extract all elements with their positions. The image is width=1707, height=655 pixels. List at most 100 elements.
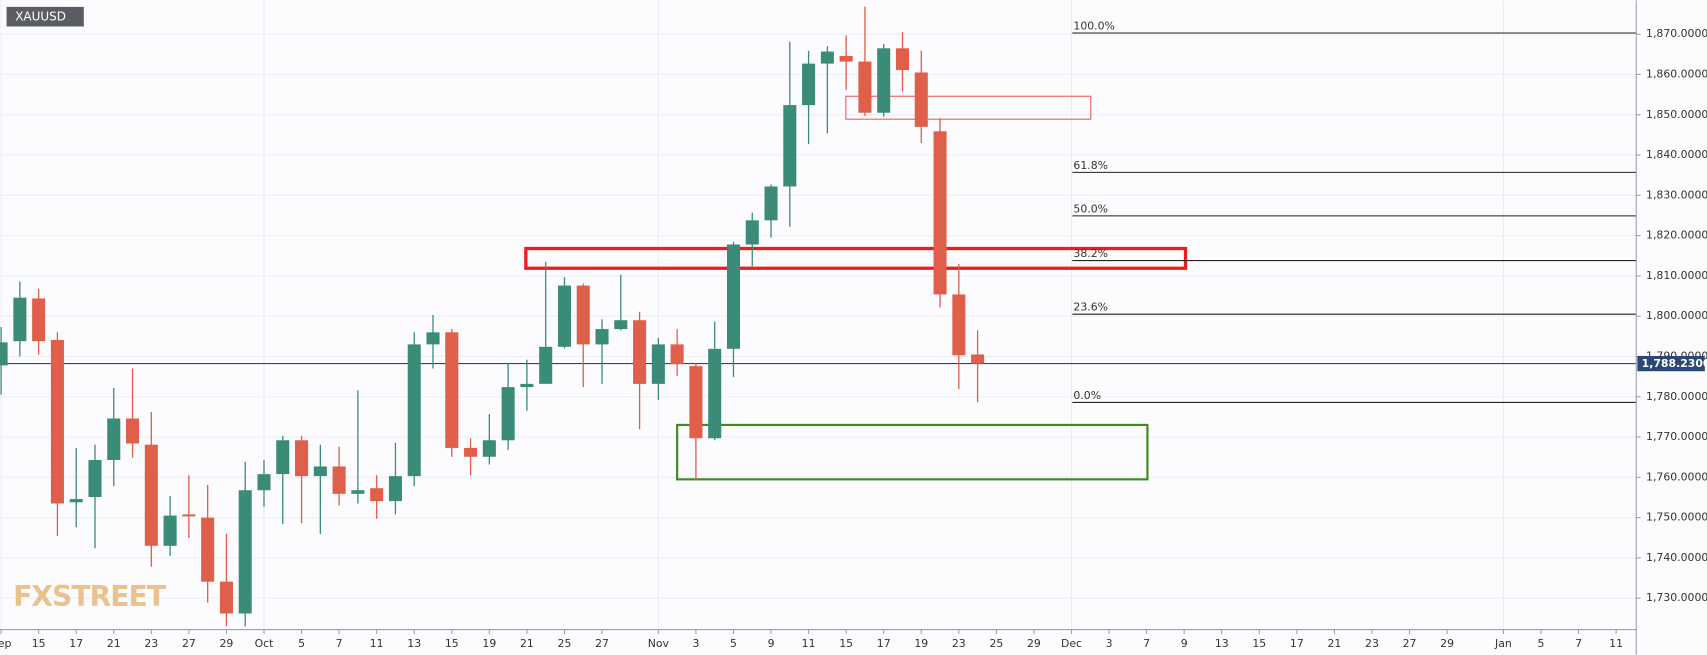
- candle-body: [144, 444, 158, 546]
- candle-body: [708, 348, 722, 439]
- candle-body: [482, 440, 496, 457]
- candle-body: [576, 285, 590, 345]
- x-tick-label: 15: [32, 637, 46, 650]
- current-price-badge: [1637, 355, 1705, 372]
- y-tick-label: 1,750.0000: [1646, 511, 1707, 524]
- candle-body: [802, 63, 816, 106]
- candle-body: [32, 298, 46, 342]
- candle-body: [501, 387, 515, 441]
- candle-body: [13, 297, 27, 342]
- candle-body: [464, 447, 478, 457]
- symbol-label: XAUUSD: [15, 10, 66, 24]
- x-tick-label: 5: [298, 637, 305, 650]
- y-tick-label: 1,820.0000: [1646, 229, 1707, 242]
- x-tick-label: 19: [914, 637, 928, 650]
- x-tick-label: 25: [558, 637, 572, 650]
- y-tick-label: 1,840.0000: [1646, 148, 1707, 161]
- watermark: FXSTREET: [13, 580, 167, 613]
- candle-body: [764, 186, 778, 221]
- x-tick-label: 21: [520, 637, 534, 650]
- x-tick-label: 21: [1327, 637, 1341, 650]
- x-tick-label: Dec: [1061, 637, 1082, 650]
- x-tick-label: 27: [595, 637, 609, 650]
- candle-body: [726, 244, 741, 349]
- y-tick-label: 1,850.0000: [1646, 108, 1707, 121]
- candle-body: [219, 581, 233, 614]
- x-tick-label: 21: [107, 637, 121, 650]
- y-tick-label: 1,760.0000: [1646, 470, 1707, 483]
- candle-body: [407, 344, 421, 477]
- y-tick-label: 1,800.0000: [1646, 309, 1707, 322]
- candle-body: [126, 418, 140, 444]
- x-tick-label: 11: [802, 637, 816, 650]
- candle-body: [783, 105, 797, 187]
- y-tick-label: 1,810.0000: [1646, 269, 1707, 282]
- candle-body: [370, 488, 384, 502]
- x-tick-label: 5: [730, 637, 737, 650]
- x-tick-label: Oct: [255, 637, 274, 650]
- candle-body: [858, 61, 872, 113]
- x-tick-label: Sep: [0, 637, 11, 650]
- candle-body: [651, 344, 665, 384]
- candle-body: [388, 476, 402, 502]
- candle-body: [257, 474, 271, 491]
- candle-body: [332, 466, 346, 494]
- candle-body: [689, 366, 703, 439]
- x-tick-label: 23: [952, 637, 966, 650]
- candle-body: [88, 460, 102, 498]
- candle-body: [633, 320, 647, 384]
- symbol-badge: [6, 6, 84, 27]
- zone: [524, 246, 1188, 270]
- candle-body: [745, 220, 759, 245]
- y-tick-label: 1,870.0000: [1646, 27, 1707, 40]
- candle-body: [163, 515, 177, 546]
- candle-body: [933, 131, 947, 295]
- fib-label: 61.8%: [1073, 159, 1108, 172]
- x-tick-label: 27: [182, 637, 196, 650]
- x-tick-label: 11: [370, 637, 384, 650]
- x-tick-label: 29: [1027, 637, 1041, 650]
- candle-body: [201, 517, 215, 582]
- x-tick-label: 15: [445, 637, 459, 650]
- candle-body: [295, 440, 309, 477]
- x-tick-label: 3: [1106, 637, 1113, 650]
- x-tick-label: 9: [768, 637, 775, 650]
- candle-body: [557, 285, 571, 347]
- candle-body: [182, 514, 196, 517]
- x-tick-label: 7: [336, 637, 343, 650]
- candle-body: [0, 342, 8, 366]
- candle-body: [445, 332, 459, 448]
- zone: [676, 423, 1149, 481]
- candle-body: [313, 466, 327, 477]
- candle-body: [895, 48, 910, 71]
- candle-body: [614, 320, 628, 330]
- zone: [845, 95, 1092, 120]
- x-tick-label: Jan: [1494, 637, 1512, 650]
- candle-body: [69, 499, 83, 503]
- x-tick-label: 23: [1365, 637, 1379, 650]
- candle-body: [238, 490, 252, 614]
- candle-body: [107, 418, 121, 461]
- grid: [0, 0, 1637, 630]
- fib-label: 0.0%: [1073, 389, 1101, 402]
- candle-body: [539, 346, 553, 384]
- current-price-label: 1,788.2300: [1642, 357, 1707, 370]
- y-tick-label: 1,730.0000: [1646, 591, 1707, 604]
- fib-label: 23.6%: [1073, 301, 1108, 314]
- candle-body: [595, 329, 609, 345]
- candle-body: [670, 344, 684, 365]
- candle-body: [914, 72, 928, 127]
- x-tick-label: 13: [1215, 637, 1229, 650]
- y-tick-label: 1,830.0000: [1646, 188, 1707, 201]
- candle-body: [952, 294, 966, 356]
- x-tick-label: 17: [69, 637, 83, 650]
- x-tick-label: Nov: [648, 637, 670, 650]
- x-tick-label: 9: [1181, 637, 1188, 650]
- x-tick-label: 11: [1609, 637, 1623, 650]
- x-tick-label: 15: [1252, 637, 1266, 650]
- candle-body: [971, 354, 985, 364]
- x-tick-label: 17: [1290, 637, 1304, 650]
- y-tick-label: 1,740.0000: [1646, 551, 1707, 564]
